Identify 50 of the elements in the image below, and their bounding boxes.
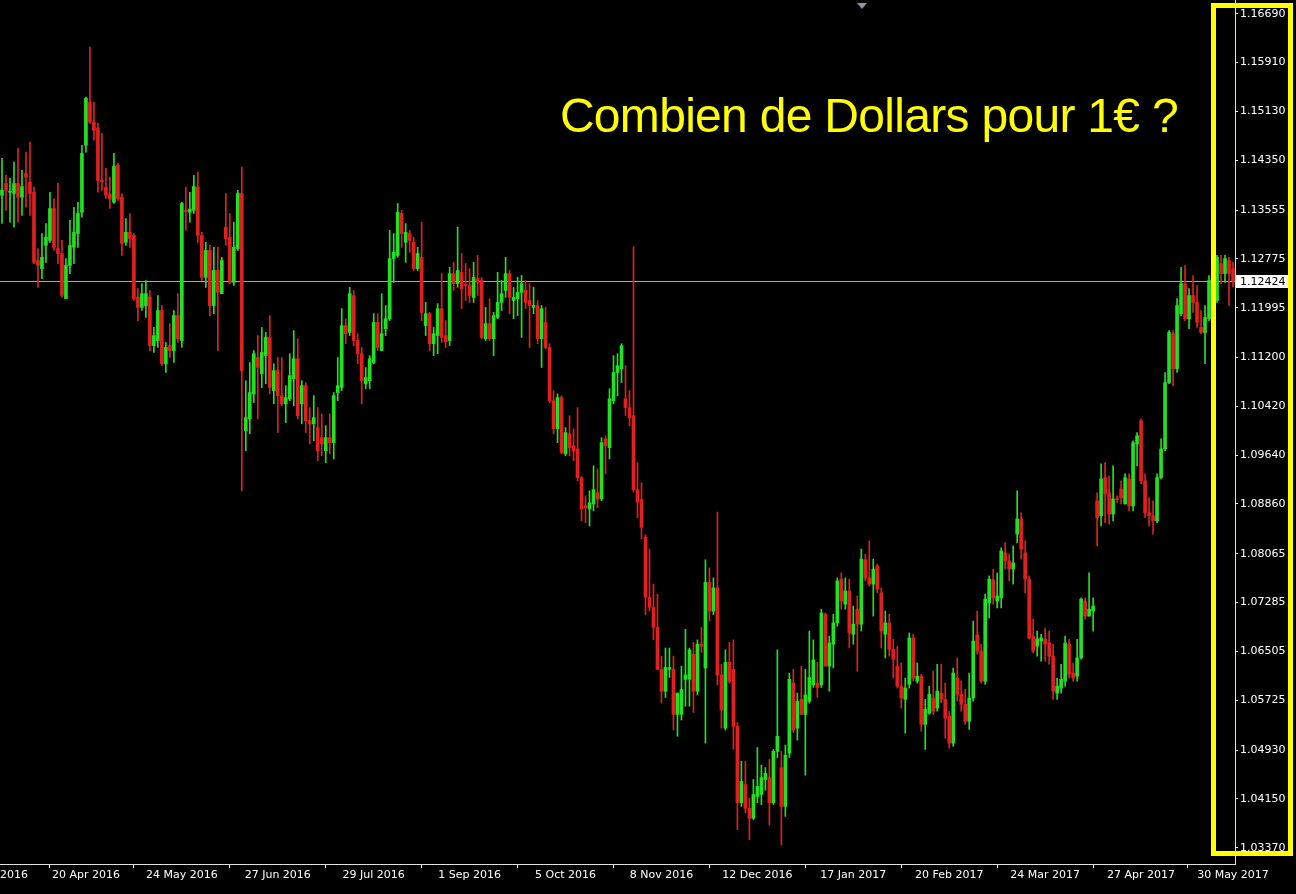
x-tick-label: 2016 bbox=[0, 868, 28, 882]
x-tick-label: 27 Jun 2016 bbox=[244, 868, 311, 882]
candlestick bbox=[327, 413, 332, 455]
candlestick bbox=[0, 158, 4, 224]
y-tick-label: 1.03370 bbox=[1240, 840, 1286, 854]
y-tick-label: 1.13555 bbox=[1240, 202, 1286, 216]
x-tick-label: 8 Nov 2016 bbox=[629, 868, 694, 882]
y-tick-label: 1.09640 bbox=[1240, 448, 1286, 462]
y-tick-label: 1.08860 bbox=[1240, 496, 1286, 510]
x-tick-label: 30 May 2017 bbox=[1197, 868, 1269, 882]
y-tick-label: 1.11995 bbox=[1240, 300, 1286, 314]
y-tick-label: 1.16690 bbox=[1240, 6, 1286, 20]
y-tick-label: 1.12775 bbox=[1240, 251, 1286, 265]
y-tick-label: 1.05725 bbox=[1240, 693, 1286, 707]
candlestick bbox=[319, 413, 324, 457]
y-tick-label: 1.08065 bbox=[1240, 546, 1286, 560]
y-tick-label: 1.15130 bbox=[1240, 104, 1286, 118]
y-tick-label: 1.07285 bbox=[1240, 595, 1286, 609]
text: Combien de Dollars pour 1€ ? bbox=[559, 89, 1178, 142]
candlestick bbox=[311, 395, 316, 442]
y-tick-label: 1.11200 bbox=[1240, 350, 1286, 364]
candlestick bbox=[867, 540, 872, 587]
candlestick bbox=[184, 186, 188, 231]
x-tick-label: 24 Mar 2017 bbox=[1010, 868, 1081, 882]
candlestick bbox=[1011, 545, 1016, 585]
x-tick-label: 5 Oct 2016 bbox=[535, 868, 597, 882]
y-tick-label: 1.04150 bbox=[1240, 791, 1286, 805]
candlestick bbox=[1043, 627, 1047, 662]
x-tick-label: 17 Jan 2017 bbox=[820, 868, 887, 882]
x-tick-label: 20 Feb 2017 bbox=[915, 868, 984, 882]
candlestick bbox=[855, 595, 860, 672]
x-tick-label: 24 May 2016 bbox=[145, 868, 218, 882]
x-tick-label: 20 Apr 2016 bbox=[51, 868, 120, 882]
x-tick-label: 29 Jul 2016 bbox=[342, 868, 405, 882]
candlestick bbox=[12, 161, 16, 228]
y-tick-label: 1.04930 bbox=[1240, 742, 1286, 756]
x-tick-label: 27 Apr 2017 bbox=[1107, 868, 1176, 882]
ref-line-label: 1.12424 bbox=[1240, 274, 1286, 288]
candlestick bbox=[255, 335, 260, 420]
candlestick bbox=[168, 323, 172, 358]
candlestick bbox=[4, 174, 8, 211]
candlestick bbox=[1151, 500, 1155, 535]
y-tick-label: 1.15910 bbox=[1240, 55, 1286, 69]
y-tick-label: 1.14350 bbox=[1240, 153, 1286, 167]
x-tick-label: 12 Dec 2016 bbox=[722, 868, 793, 882]
x-tick-label: 1 Sep 2016 bbox=[438, 868, 501, 882]
y-tick-label: 1.06505 bbox=[1240, 644, 1286, 658]
candlestick bbox=[8, 178, 12, 223]
y-tick-label: 1.10420 bbox=[1240, 399, 1286, 413]
candlestick bbox=[16, 148, 20, 223]
